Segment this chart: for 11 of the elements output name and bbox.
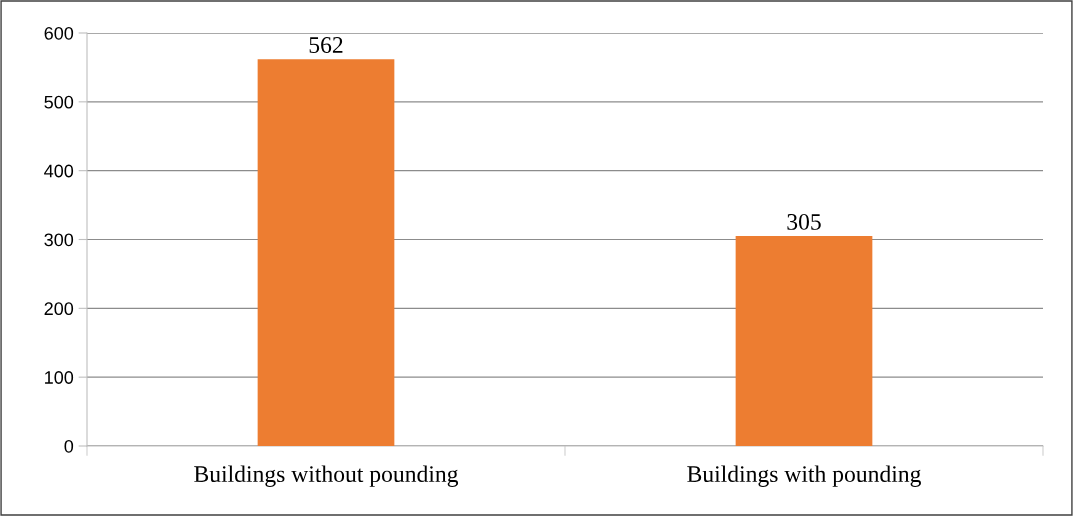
y-tick-label: 500 (44, 95, 74, 109)
x-tick-label: Buildings with pounding (687, 465, 921, 487)
y-tick-label: 400 (44, 164, 74, 178)
y-tick-label: 300 (44, 233, 74, 247)
y-tick-label: 0 (64, 439, 74, 453)
y-tick-label: 100 (45, 371, 74, 384)
y-tick-label: 200 (44, 302, 74, 316)
x-tick-label: Buildings without pounding (194, 465, 459, 487)
data-label: 305 (787, 213, 821, 230)
data-label: 562 (309, 37, 343, 53)
y-tick-label: 600 (44, 26, 74, 40)
